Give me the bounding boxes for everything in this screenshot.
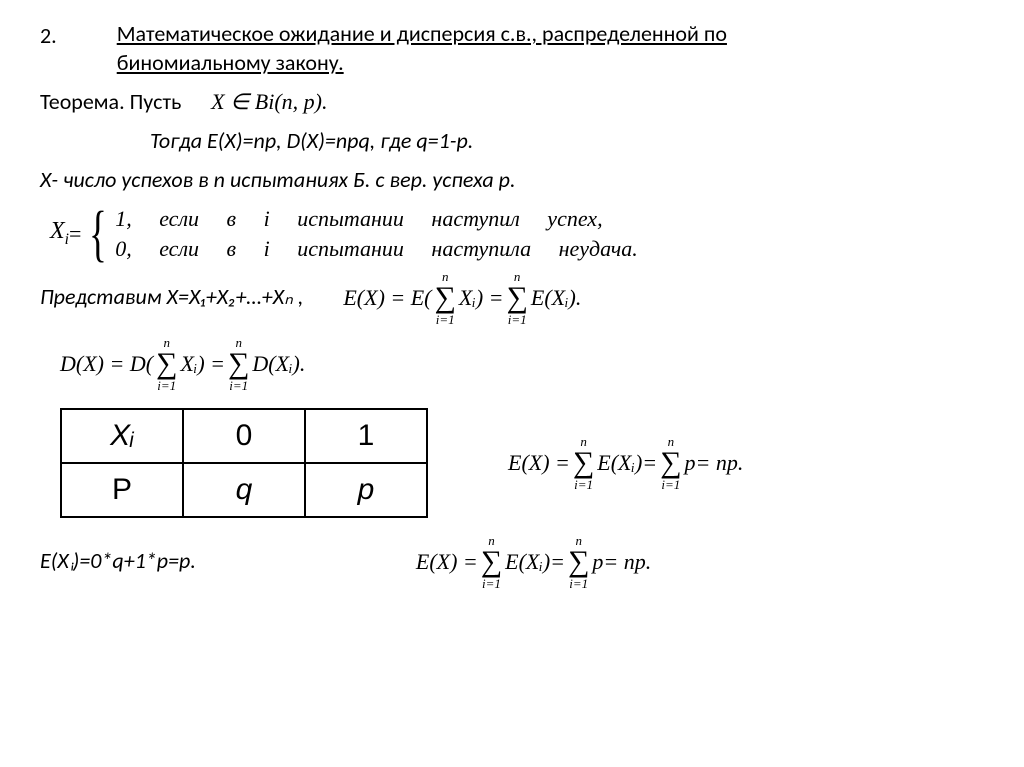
dxsum-pre: D(X) = D(	[60, 351, 153, 377]
table-row: P q p	[61, 463, 427, 517]
dxsum-arg2: D(Xᵢ).	[252, 351, 305, 377]
heading-line2: биномиальному закону.	[117, 49, 344, 76]
represent-text: Представим X=X₁+X₂+…+Xₙ ,	[40, 282, 303, 313]
cell-p: p	[305, 463, 427, 517]
formula-ex-np-1: E(X) = n ∑ i=1 E(Xᵢ) = n ∑ i=1 p = np.	[508, 435, 743, 491]
exnp-post: = np.	[696, 450, 744, 476]
exsum-arg2: E(Xᵢ).	[531, 285, 582, 311]
exnp2-mid: =	[550, 549, 565, 575]
exsum-arg1: Xᵢ	[459, 285, 476, 311]
exi-line: E(Xᵢ)=0*q+1*p=p.	[40, 546, 196, 577]
sigma-icon: n ∑ i=1	[435, 270, 456, 326]
cell-0: 0	[183, 409, 305, 463]
represent-row: Представим X=X₁+X₂+…+Xₙ , E(X) = E( n ∑ …	[40, 270, 984, 326]
exsum-pre: E(X) = E(	[343, 285, 431, 311]
exnp-arg1: E(Xᵢ)	[597, 450, 642, 476]
sigma-icon: n ∑ i=1	[481, 534, 502, 590]
exnp2-arg1: E(Xᵢ)	[505, 549, 550, 575]
cell-1: 1	[305, 409, 427, 463]
heading-title: Математическое ожидание и дисперсия с.в.…	[117, 20, 727, 77]
then-text: Тогда E(X)=np, D(X)=npq, где q=1-p.	[150, 127, 473, 154]
sigma-icon: n ∑ i=1	[228, 336, 249, 392]
piecewise-definition: Xi = { 1, если в i испытании наступил ус…	[50, 204, 984, 264]
theorem-notation: X ∈ Bi(n, p).	[211, 89, 327, 114]
distribution-table: Xᵢ 0 1 P q p	[60, 408, 428, 518]
piecewise-case-1: 1, если в i испытании наступил успех,	[115, 204, 638, 234]
exnp-pre: E(X) =	[508, 450, 570, 476]
cell-P: P	[61, 463, 183, 517]
dxsum-arg1: Xᵢ	[180, 351, 197, 377]
table-row-section: Xᵢ 0 1 P q p E(X) = n ∑ i=1 E(Xᵢ) = n ∑ …	[40, 398, 984, 528]
theorem-line: Теорема. Пусть X ∈ Bi(n, p).	[40, 87, 984, 118]
exnp2-post: = np.	[603, 549, 651, 575]
theorem-label: Теорема. Пусть	[40, 88, 181, 115]
dxsum-mid: ) =	[197, 351, 225, 377]
cell-q: q	[183, 463, 305, 517]
exnp-arg2: p	[685, 450, 696, 476]
sigma-icon: n ∑ i=1	[156, 336, 177, 392]
piecewise-eq: =	[69, 221, 81, 247]
piecewise-lhs: X	[50, 218, 65, 244]
sigma-icon: n ∑ i=1	[660, 435, 681, 491]
formula-ex-np-2: E(X) = n ∑ i=1 E(Xᵢ) = n ∑ i=1 p = np.	[416, 534, 651, 590]
exnp-mid: =	[642, 450, 657, 476]
section-heading: 2. Математическое ожидание и дисперсия с…	[40, 20, 984, 77]
brace-icon: {	[89, 204, 107, 264]
sigma-icon: n ∑ i=1	[573, 435, 594, 491]
heading-number: 2.	[40, 20, 57, 49]
sigma-icon: n ∑ i=1	[506, 270, 527, 326]
piecewise-case-2: 0, если в i испытании наступила неудача.	[115, 234, 638, 264]
exnp2-arg2: p	[592, 549, 603, 575]
x-description: Х- число успехов в n испытаниях Б. с вер…	[40, 165, 984, 196]
table-row: Xᵢ 0 1	[61, 409, 427, 463]
then-line: Тогда E(X)=np, D(X)=npq, где q=1-p.	[40, 126, 984, 157]
cell-xi: Xᵢ	[61, 409, 183, 463]
heading-line1: Математическое ожидание и дисперсия с.в.…	[117, 20, 727, 47]
exnp2-pre: E(X) =	[416, 549, 478, 575]
formula-ex-sum: E(X) = E( n ∑ i=1 Xᵢ ) = n ∑ i=1 E(Xᵢ).	[343, 270, 581, 326]
sigma-icon: n ∑ i=1	[568, 534, 589, 590]
formula-dx-sum: D(X) = D( n ∑ i=1 Xᵢ ) = n ∑ i=1 D(Xᵢ).	[60, 336, 305, 392]
exsum-mid: ) =	[476, 285, 504, 311]
exi-row: E(Xᵢ)=0*q+1*p=p. E(X) = n ∑ i=1 E(Xᵢ) = …	[40, 534, 984, 590]
